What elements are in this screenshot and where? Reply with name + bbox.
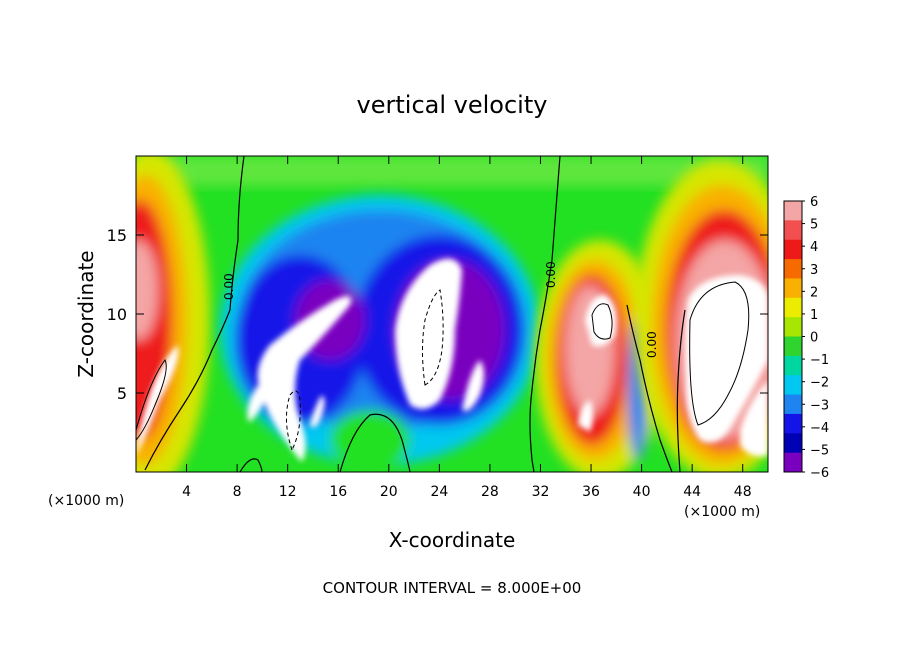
x-tick-label: 4: [182, 484, 191, 500]
x-tick-label: 28: [481, 484, 499, 500]
x-tick-label: 32: [532, 484, 550, 500]
colorbar-label: 4: [810, 240, 818, 255]
x-axis-ticks: 4 8 12 16 20 24 28 32 36 40 44 48: [182, 156, 752, 500]
x-unit-label-left: (×1000 m): [48, 493, 124, 509]
y-axis-title: Z-coordinate: [74, 250, 98, 377]
colorbar-label: 1: [810, 308, 818, 323]
right-updraft-core: [685, 275, 768, 457]
colorbar-label: 3: [810, 263, 818, 278]
x-tick-label: 24: [430, 484, 448, 500]
colorbar-swatch: [784, 375, 802, 396]
velocity-field: [136, 156, 768, 472]
closed-contour-bottom: [339, 413, 411, 472]
contour-interval-footer: CONTOUR INTERVAL = 8.000E+00: [323, 579, 582, 597]
colorbar-swatch: [784, 317, 802, 337]
zero-contours: [136, 156, 750, 472]
colorbar-swatch: [784, 239, 802, 260]
x-tick-label: 36: [582, 484, 600, 500]
colorbar-swatch: [784, 394, 802, 415]
positive-contour-right: [689, 281, 750, 426]
contour-label-3: 0.00: [645, 331, 659, 358]
zero-contour-mid: [626, 304, 673, 472]
zero-contour-center: [529, 156, 561, 472]
x-tick-label: 20: [380, 484, 398, 500]
colorbar-swatch: [784, 297, 802, 318]
x-tick-label: 44: [683, 484, 701, 500]
colorbar-label: −2: [810, 376, 829, 391]
x-tick-label: 8: [233, 484, 242, 500]
negative-contour-b: [286, 390, 301, 452]
central-downdraft-cores: [247, 258, 484, 462]
x-tick-label: 48: [734, 484, 752, 500]
positive-contour-rc: [591, 303, 613, 340]
colorbar-swatch: [784, 259, 802, 279]
colorbar-swatch: [784, 201, 802, 221]
colorbar-label: −3: [810, 398, 829, 413]
closed-contour-small: [239, 458, 263, 472]
colorbar-label: −4: [810, 421, 829, 436]
colorbar-label: 5: [810, 218, 818, 233]
y-tick-label: 10: [107, 305, 127, 324]
colorbar-label: 0: [810, 331, 818, 346]
colorbar-swatch: [784, 452, 802, 473]
colorbar-swatch: [784, 433, 802, 454]
colorbar-swatch: [784, 336, 802, 357]
contour-label-2: 0.00: [544, 261, 558, 288]
y-tick-label: 5: [117, 384, 127, 403]
x-axis-title: X-coordinate: [389, 528, 516, 552]
field-top-band: [136, 156, 768, 186]
x-tick-label: 40: [633, 484, 651, 500]
right-center-updraft-core: [578, 295, 617, 432]
colorbar-label: −6: [810, 466, 829, 481]
chart-title: vertical velocity: [357, 91, 548, 119]
colorbar-swatch: [784, 278, 802, 299]
colorbar-label: 6: [810, 195, 818, 210]
colorbar-label: −1: [810, 353, 829, 368]
colorbar-swatch: [784, 220, 802, 241]
colorbar: 6 5 4 3 2 1 0 −1 −2 −3 −4 −5 −6: [783, 195, 829, 481]
x-tick-label: 16: [329, 484, 347, 500]
y-tick-label: 15: [107, 226, 127, 245]
colorbar-label: 2: [810, 285, 818, 300]
positive-contour-left: [136, 359, 167, 441]
zero-contour-right: [676, 309, 686, 472]
colorbar-label: −5: [810, 443, 829, 458]
zero-contour-left: [144, 156, 245, 471]
y-axis-ticks: 5 10 15: [107, 226, 768, 403]
colorbar-swatch: [784, 355, 802, 376]
contour-label-1: 0.00: [222, 273, 236, 300]
x-tick-label: 12: [279, 484, 297, 500]
x-unit-label-right: (×1000 m): [684, 504, 760, 520]
negative-contour-a: [422, 289, 444, 386]
colorbar-swatch: [784, 413, 802, 434]
